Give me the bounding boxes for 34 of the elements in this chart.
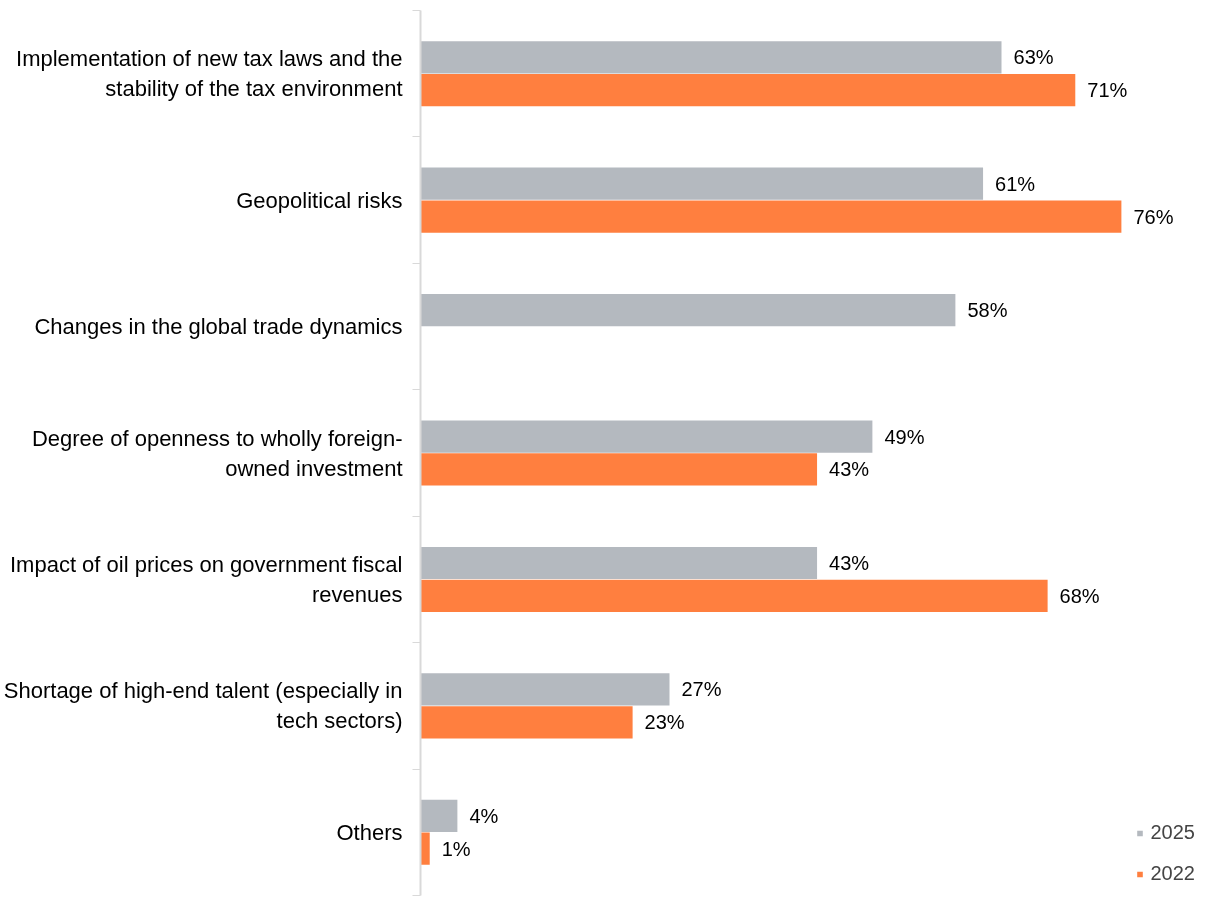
bar [420, 799, 458, 832]
y-tick-label: Implementation of new tax laws and the stability of the tax environment [16, 46, 403, 102]
bar [420, 167, 984, 200]
data-label: 63% [1013, 46, 1054, 69]
data-label: 23% [644, 711, 685, 734]
bar [420, 294, 956, 327]
data-label: 27% [681, 678, 722, 701]
bar [420, 200, 1122, 233]
data-label: 71% [1087, 79, 1128, 102]
data-label: 76% [1133, 205, 1174, 228]
legend-label: 2025 [1150, 821, 1195, 844]
data-label: 1% [441, 837, 471, 860]
y-tick-label: Geopolitical risks [236, 187, 403, 213]
data-label: 43% [829, 458, 870, 481]
bar [420, 420, 873, 453]
bar [420, 41, 1002, 74]
data-label: 43% [829, 551, 870, 574]
bar [420, 706, 633, 739]
bar [420, 453, 818, 486]
y-tick-label: Impact of oil prices on government fiscal revenues [9, 551, 403, 607]
data-label: 61% [995, 172, 1036, 195]
y-tick-label: Others [336, 819, 403, 845]
y-tick-label: Shortage of high-end talent (especially in tech sectors) [3, 678, 403, 734]
bar [420, 673, 670, 706]
data-label: 4% [469, 804, 499, 827]
legend-label: 2022 [1150, 862, 1195, 885]
data-label: 49% [884, 425, 925, 448]
data-label: 58% [967, 299, 1008, 322]
data-label: 68% [1059, 584, 1100, 607]
bar [420, 579, 1048, 612]
bar [420, 546, 818, 580]
bar [420, 74, 1076, 107]
y-tick-label: Changes in the global trade dynamics [34, 314, 403, 340]
y-tick-label: Degree of openness to wholly foreign- owned investment [31, 425, 403, 481]
